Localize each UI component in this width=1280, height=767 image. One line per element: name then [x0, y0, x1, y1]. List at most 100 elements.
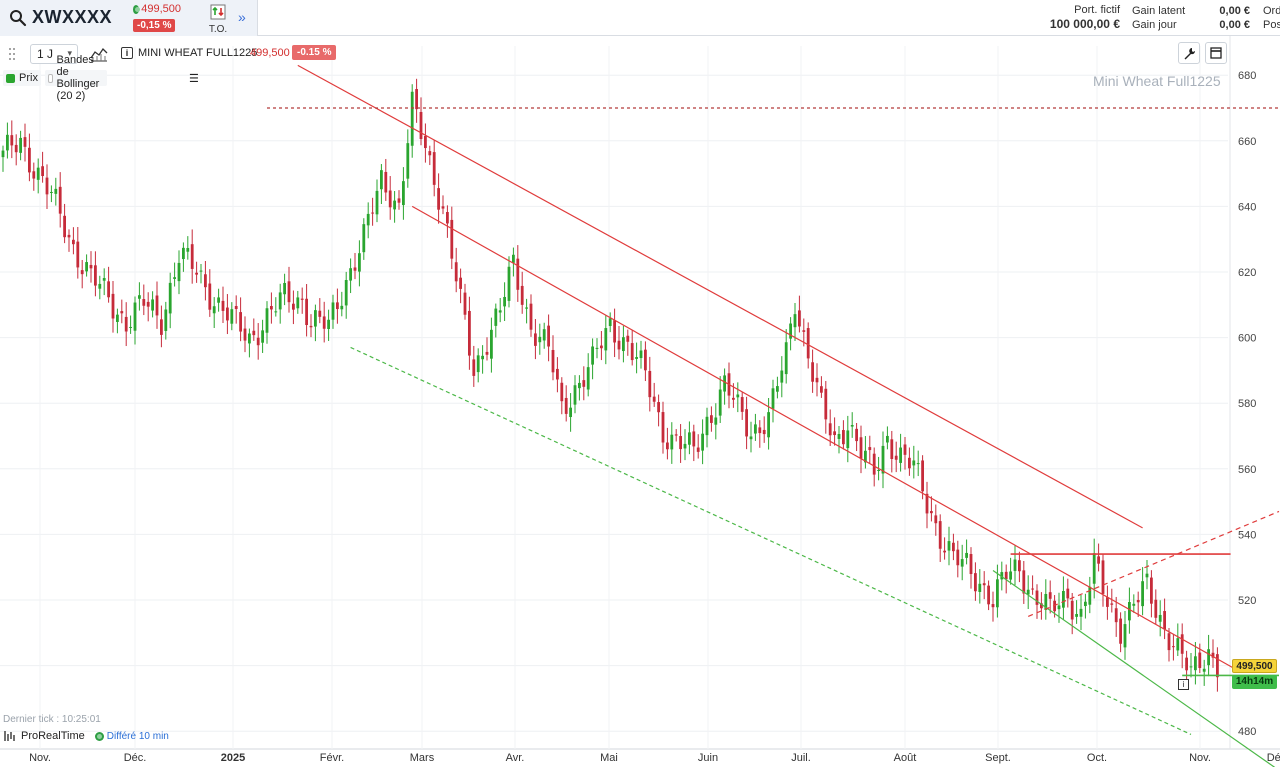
candle-body — [1009, 571, 1012, 580]
indicators-icon[interactable] — [90, 46, 108, 62]
candle-body — [1163, 611, 1166, 630]
y-axis-tick-label: 480 — [1238, 726, 1256, 738]
legend-prix[interactable]: Prix — [3, 70, 41, 86]
x-axis-tick-label: Févr. — [320, 752, 344, 764]
candle-body — [564, 397, 568, 414]
event-marker-icon[interactable]: i — [1178, 679, 1189, 690]
candle-body — [498, 310, 502, 313]
legend-prix-label: Prix — [19, 72, 38, 84]
candle-body — [542, 329, 546, 341]
candle-body — [340, 305, 344, 310]
candle-body — [226, 307, 229, 321]
candle-body — [798, 310, 801, 327]
candle-body — [965, 552, 968, 558]
candle-body — [666, 442, 669, 450]
candle-body — [116, 314, 119, 322]
candle-body — [239, 312, 242, 332]
x-axis-tick-label: Juin — [698, 752, 718, 764]
candle-body — [1097, 556, 1100, 564]
candle-body — [987, 585, 990, 605]
candle-body — [1158, 614, 1162, 622]
candle-body — [833, 431, 836, 436]
search-box[interactable]: XWXXXX 499,500 -0,15 % T.O. » — [0, 0, 258, 36]
candle-body — [1211, 652, 1215, 658]
candle-body — [586, 367, 590, 390]
candle-body — [1048, 592, 1052, 599]
candle-body — [635, 357, 638, 359]
list-menu-icon[interactable]: ☰ — [189, 73, 199, 85]
delay-label: Différé 10 min — [106, 730, 169, 742]
candle-body — [450, 219, 454, 259]
candle-body — [98, 283, 102, 289]
candle-body — [991, 604, 995, 608]
candle-body — [608, 318, 612, 327]
candle-body — [459, 277, 462, 289]
legend-bollinger[interactable]: Bandes de Bollinger (20 2) — [45, 54, 107, 102]
candle-body — [1207, 649, 1210, 666]
candles-group — [1, 78, 1219, 692]
x-axis-tick-label: Nov. — [29, 752, 51, 764]
live-status-icon — [133, 4, 141, 14]
chart-watermark: Mini Wheat Full1225 — [1093, 73, 1221, 89]
x-axis-tick-label: 2025 — [221, 752, 245, 764]
candle-body — [1176, 638, 1180, 651]
candle-body — [173, 277, 176, 279]
settings-button[interactable] — [1178, 42, 1200, 64]
drag-handle-icon[interactable] — [8, 47, 16, 61]
candle-body — [252, 330, 256, 336]
chevron-double-right-icon[interactable]: » — [238, 9, 246, 25]
candle-body — [745, 409, 748, 437]
candle-body — [89, 264, 93, 269]
candle-body — [613, 320, 616, 343]
candle-body — [270, 306, 273, 310]
candle-body — [1013, 559, 1017, 571]
candle-body — [696, 447, 700, 452]
window-button[interactable] — [1205, 42, 1227, 64]
candle-body — [1141, 581, 1144, 607]
candle-body — [850, 425, 854, 427]
candle-body — [94, 265, 97, 286]
candle-body — [551, 349, 555, 373]
candle-body — [806, 328, 810, 359]
price-chart[interactable]: 480 520 540 560 580 600 620 640 660 680 Nov. Déc. 20… — [0, 36, 1280, 767]
candle-body — [925, 493, 929, 514]
header-quote: 499,500 -0,15 % — [133, 3, 181, 33]
candle-body — [305, 298, 308, 326]
candle-body — [1, 150, 5, 158]
candle-body — [908, 457, 911, 469]
candle-body — [230, 309, 234, 324]
candle-body — [978, 583, 982, 592]
legend-bollinger-label: Bandes de Bollinger (20 2) — [56, 54, 100, 102]
candle-body — [886, 435, 889, 443]
candle-body — [837, 433, 841, 439]
window-icon — [1210, 47, 1222, 59]
candle-body — [1035, 590, 1039, 605]
candle-body — [402, 181, 405, 206]
period-select[interactable]: 1 J ▾ — [30, 44, 78, 64]
y-axis-tick-label: 660 — [1238, 136, 1256, 148]
x-axis-tick-label: Mars — [410, 752, 435, 764]
candle-body — [1018, 560, 1021, 572]
candle-body — [591, 346, 594, 365]
candle-body — [1040, 603, 1043, 609]
trend-line-rising-dashed — [1027, 510, 1280, 617]
candle-body — [547, 325, 550, 347]
orders-positions-panel[interactable]: Ord Pos — [1263, 4, 1280, 32]
candle-body — [1110, 603, 1114, 605]
candle-body — [292, 303, 295, 310]
wrench-icon — [1184, 47, 1195, 59]
search-icon[interactable] — [9, 9, 27, 27]
last-price-tag: 499,500 — [1232, 659, 1277, 673]
candle-body — [397, 198, 401, 203]
ticker-symbol[interactable]: XWXXXX — [32, 7, 113, 27]
order-ticket-button[interactable]: T.O. — [205, 3, 231, 35]
candle-body — [199, 270, 203, 272]
candle-body — [507, 266, 511, 301]
candle-body — [872, 453, 876, 475]
candle-body — [912, 460, 916, 466]
info-icon[interactable]: i — [121, 47, 133, 59]
virtual-portfolio[interactable]: Port. fictif 100 000,00 € — [1020, 4, 1120, 31]
candle-body — [248, 333, 251, 344]
candle-body — [309, 325, 313, 328]
candle-body — [63, 215, 66, 238]
